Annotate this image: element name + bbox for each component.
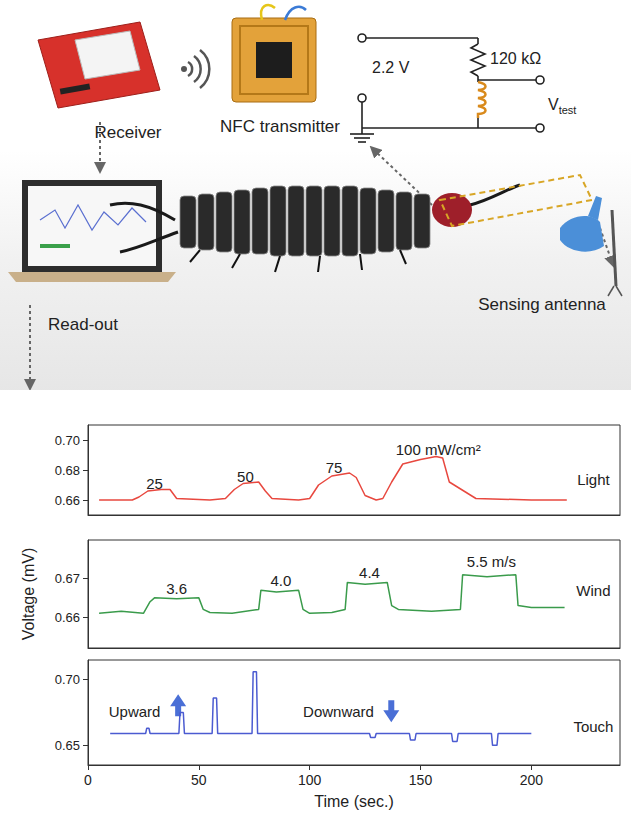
svg-text:4.0: 4.0 <box>270 572 291 589</box>
svg-text:0.68: 0.68 <box>55 463 80 478</box>
svg-text:0.66: 0.66 <box>55 610 80 625</box>
svg-text:200: 200 <box>520 772 544 788</box>
svg-text:Upward: Upward <box>109 703 161 720</box>
svg-text:Light: Light <box>577 471 610 488</box>
svg-text:Touch: Touch <box>573 718 613 735</box>
svg-text:5.5 m/s: 5.5 m/s <box>467 553 516 570</box>
svg-text:50: 50 <box>237 468 254 485</box>
svg-text:Sensing antenna: Sensing antenna <box>478 295 606 314</box>
svg-text:0.70: 0.70 <box>55 433 80 448</box>
svg-text:NFC transmitter: NFC transmitter <box>220 117 340 136</box>
svg-text:150: 150 <box>409 772 433 788</box>
svg-text:25: 25 <box>146 475 163 492</box>
svg-text:Time (sec.): Time (sec.) <box>314 793 393 810</box>
svg-text:Downward: Downward <box>303 703 374 720</box>
svg-text:50: 50 <box>191 772 207 788</box>
svg-text:0.66: 0.66 <box>55 493 80 508</box>
svg-text:100 mW/cm²: 100 mW/cm² <box>396 441 481 458</box>
svg-text:2.2 V: 2.2 V <box>372 59 410 76</box>
svg-text:3.6: 3.6 <box>166 580 187 597</box>
svg-text:Voltage (mV): Voltage (mV) <box>20 548 37 640</box>
svg-text:0: 0 <box>84 772 92 788</box>
svg-text:120 kΩ: 120 kΩ <box>490 50 541 67</box>
svg-text:100: 100 <box>298 772 322 788</box>
svg-text:0.67: 0.67 <box>55 571 80 586</box>
svg-text:Vtest: Vtest <box>548 96 576 116</box>
svg-text:0.70: 0.70 <box>55 672 80 687</box>
svg-text:Receiver: Receiver <box>94 123 161 142</box>
svg-text:Read-out: Read-out <box>48 315 118 334</box>
svg-text:4.4: 4.4 <box>359 564 380 581</box>
svg-text:0.65: 0.65 <box>55 738 80 753</box>
svg-text:Wind: Wind <box>576 582 610 599</box>
svg-text:75: 75 <box>326 459 343 476</box>
